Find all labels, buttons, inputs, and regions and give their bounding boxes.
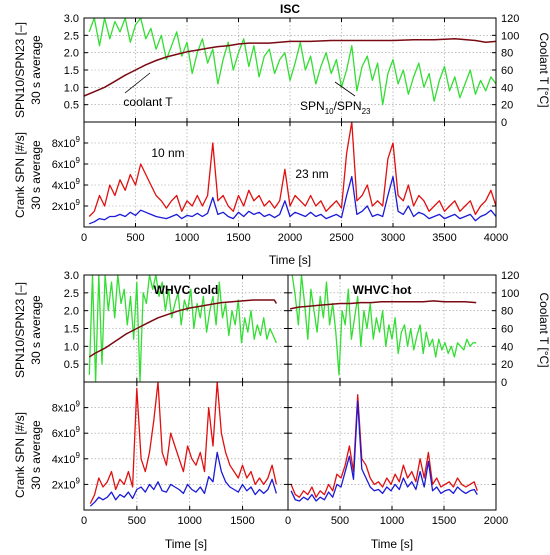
annotation-arrow — [334, 81, 356, 97]
y-tick-label: 6x109 — [52, 156, 81, 171]
series-line-10nm — [88, 122, 496, 217]
y2-tick-label: 120 — [501, 270, 519, 282]
y-axis-label: Crank SPN [#/s] — [13, 132, 27, 218]
y-tick-label: 2.0 — [64, 306, 79, 318]
x-tick-label: 1000 — [380, 515, 404, 527]
y-tick-label: 2x109 — [52, 476, 81, 491]
annotation-ratio: SPN10/SPN23 — [300, 99, 371, 116]
y-axis-label-2: 30 s average — [29, 420, 43, 490]
y-tick-label: 0.5 — [64, 359, 79, 371]
series-line-10nm-hot — [290, 394, 478, 498]
y-tick-label: 6x109 — [52, 425, 81, 440]
y2-tick-label: 80 — [501, 306, 513, 318]
x-tick-label: 3000 — [381, 232, 405, 244]
y2-tick-label: 40 — [501, 82, 513, 94]
x-tick-label: 3500 — [432, 232, 456, 244]
y2-tick-label: 20 — [501, 359, 513, 371]
y-tick-label: 2.5 — [64, 30, 79, 42]
y-axis-label-2: 30 s average — [29, 295, 43, 365]
panels: 0.5 1.0 1.5 2.0 2.5 3.0 0 20 40 60 80 100 120 ISC SPN1… — [13, 2, 550, 551]
y-axis-label: Crank SPN [#/s] — [13, 412, 27, 498]
y-axis-label: SPN10/SPN23 [–] — [13, 22, 27, 118]
y-tick-label: 4x109 — [52, 451, 81, 466]
annotation-10nm: 10 nm — [151, 146, 184, 160]
x-tick-label: 500 — [126, 232, 144, 244]
x-tick-label: 500 — [331, 515, 349, 527]
y-tick-label: 2.0 — [64, 48, 79, 60]
chart-title-whvc-hot: WHVC hot — [353, 283, 412, 297]
x-axis-label-cold: Time [s] — [165, 537, 207, 551]
series-line-23nm — [88, 175, 496, 225]
y-axis-label: SPN10/SPN23 [–] — [13, 282, 27, 378]
y2-axis-label: Coolant T [°C] — [537, 292, 550, 367]
x-tick-label: 1500 — [432, 515, 456, 527]
annotation-23nm: 23 nm — [295, 167, 328, 181]
plot-frame-whvc-cold-spn — [83, 381, 289, 511]
annotation-coolant: coolant T — [123, 95, 173, 109]
series-line-coolant-hot — [289, 300, 477, 310]
x-tick-label: 0 — [81, 232, 87, 244]
chart-title-whvc-cold: WHVC cold — [154, 283, 219, 297]
y2-tick-label: 100 — [501, 288, 519, 300]
y-tick-label: 3.0 — [64, 13, 79, 25]
y2-tick-label: 120 — [501, 13, 519, 25]
series-line-23nm-hot — [290, 400, 478, 502]
series-line-ratio-cold — [88, 275, 277, 382]
y-tick-label: 8x109 — [52, 400, 81, 415]
y-tick-label: 2.5 — [64, 288, 79, 300]
y-tick-label: 4x109 — [52, 177, 81, 192]
y-tick-label: 1.5 — [64, 65, 79, 77]
x-tick-label: 1500 — [226, 232, 250, 244]
y2-tick-label: 60 — [501, 65, 513, 77]
series-line-ratio-hot — [291, 275, 477, 376]
x-tick-label: 4000 — [484, 232, 508, 244]
y2-tick-label: 80 — [501, 48, 513, 60]
series-line-10nm-cold — [89, 382, 278, 504]
y-tick-label: 0.5 — [64, 100, 79, 112]
y-tick-label: 1.0 — [64, 341, 79, 353]
x-tick-label: 2000 — [278, 232, 302, 244]
x-tick-label: 2500 — [329, 232, 353, 244]
y2-axis-label: Coolant T [°C] — [537, 32, 550, 107]
x-tick-label: 0 — [81, 515, 87, 527]
y2-tick-label: 20 — [501, 100, 513, 112]
series-line-23nm-cold — [89, 451, 278, 507]
x-axis-label: Time [s] — [269, 253, 311, 267]
y2-tick-label: 100 — [501, 30, 519, 42]
y-axis-label-2: 30 s average — [29, 140, 43, 210]
y2-tick-label: 0 — [501, 377, 507, 389]
y-axis-label-2: 30 s average — [29, 35, 43, 105]
x-tick-label: 1000 — [177, 515, 201, 527]
annotation-arrow — [124, 72, 151, 94]
y2-tick-label: 60 — [501, 324, 513, 336]
x-axis-label-hot: Time [s] — [371, 537, 413, 551]
x-tick-label: 500 — [128, 515, 146, 527]
x-tick-label: 1000 — [175, 232, 199, 244]
y-tick-label: 8x109 — [52, 135, 81, 150]
y-tick-label: 1.0 — [64, 82, 79, 94]
series-line-coolant-cold — [88, 299, 278, 358]
x-tick-label: 2000 — [484, 515, 508, 527]
x-tick-label: 0 — [285, 515, 291, 527]
y-tick-label: 3.0 — [64, 270, 79, 282]
chart-title-isc: ISC — [280, 2, 300, 16]
y2-tick-label: 40 — [501, 341, 513, 353]
y-tick-label: 1.5 — [64, 324, 79, 336]
y-tick-label: 2x109 — [52, 198, 81, 213]
y2-tick-label: 0 — [501, 117, 507, 129]
x-tick-label: 1500 — [230, 515, 254, 527]
series-line-ratio — [88, 18, 496, 106]
series-line-coolant — [84, 38, 496, 97]
